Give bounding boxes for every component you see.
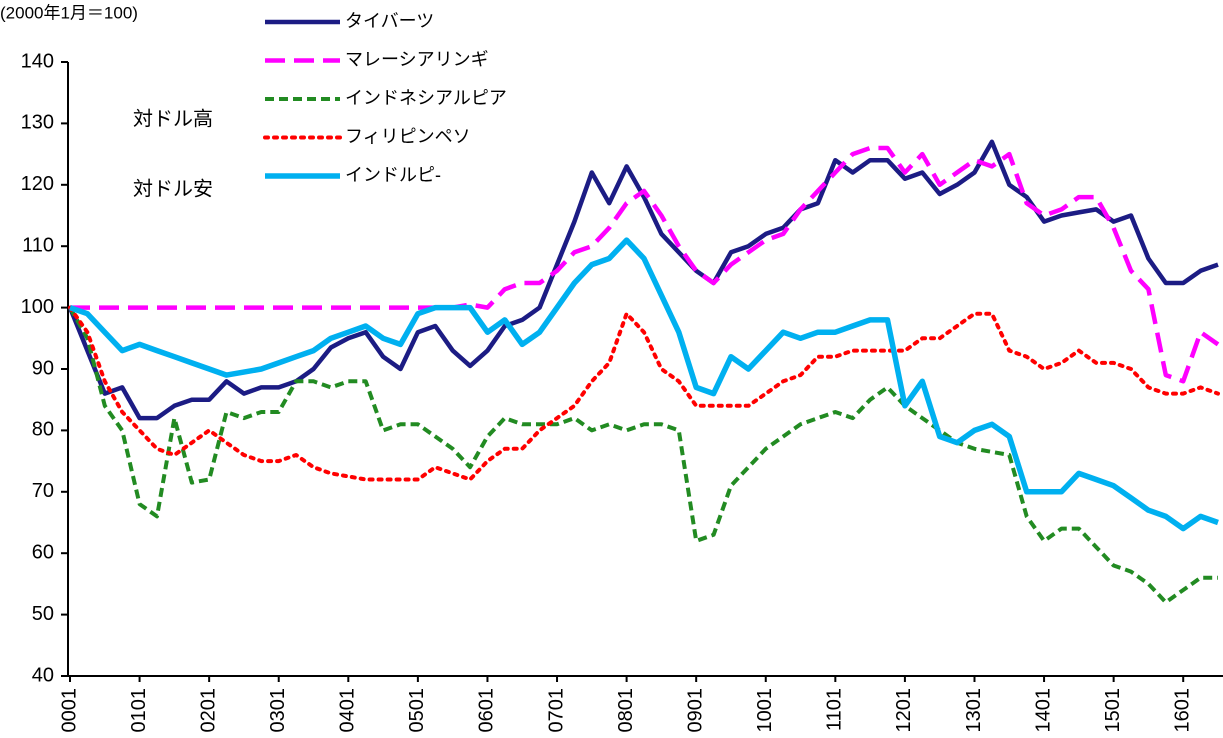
x-tick-label: 0601 [476,688,498,733]
x-tick-label: 0101 [128,688,150,733]
legend-label: フィリピンペソ [345,126,471,146]
legend-label: インドルピ- [345,165,441,185]
y-tick-label: 110 [22,234,54,256]
x-tick-label: 0301 [267,688,289,733]
line-series [68,305,1220,482]
annotation: 対ドル安 [133,177,213,200]
y-tick-label: 100 [21,296,54,318]
x-tick-label: 0201 [197,688,219,733]
x-tick-label: 0801 [615,688,637,733]
x-tick-label: 1301 [963,688,985,733]
y-tick-label: 140 [21,50,54,72]
x-tick-label: 1201 [893,688,915,733]
x-tick-label: 1101 [824,688,846,731]
annotation: 対ドル高 [133,107,213,130]
line-series [67,139,1219,421]
y-tick-label: 60 [32,541,54,563]
y-tick-label: 120 [21,173,54,195]
line-series [68,306,1218,605]
x-tick-label: 0901 [684,688,706,733]
x-tick-label: 0401 [337,688,359,733]
legend-label: インドネシアルピア [345,88,507,108]
y-tick-label: 80 [32,419,54,441]
x-tick-label: 1501 [1102,688,1124,733]
x-tick-label: 0501 [406,688,428,733]
x-tick-label: 1401 [1032,688,1054,733]
y-tick-label: 90 [32,357,54,379]
y-tick-label: 50 [32,603,54,625]
y-tick-label: 40 [32,664,54,686]
x-tick-label: 1601 [1171,688,1193,733]
line-series [70,145,1220,384]
x-tick-label: 0001 [58,688,80,733]
y-tick-label: 130 [21,112,54,134]
x-tick-label: 0701 [545,688,567,733]
y-tick-label: 70 [32,480,54,502]
chart-title: (2000年1月＝100) [0,3,138,22]
line-series [69,237,1219,532]
legend-label: タイバーツ [345,11,434,31]
x-tick-label: 1001 [754,688,776,733]
legend-label: マレーシアリンギ [345,49,489,69]
